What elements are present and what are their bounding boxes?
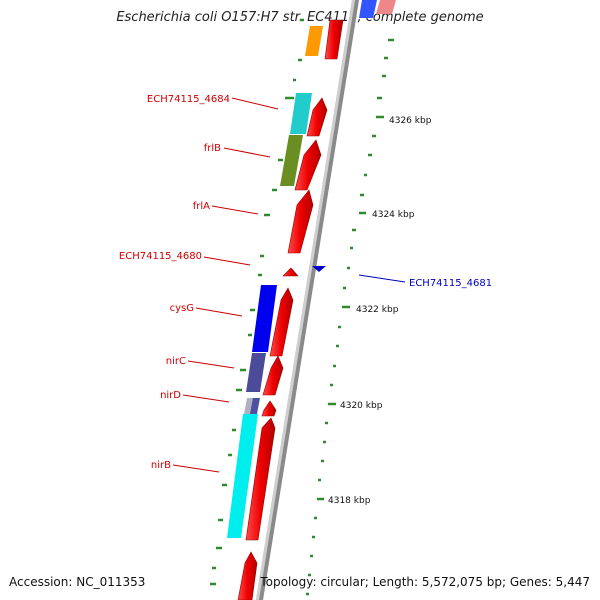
label-connector-blue [358, 274, 406, 283]
cds-arrow-cysG[interactable] [269, 287, 294, 357]
cds-arrow-top[interactable] [324, 19, 344, 60]
cds-arrow-4680[interactable] [282, 267, 299, 277]
cds-arrow-4684[interactable] [306, 97, 328, 137]
cds-arrow-bottom[interactable] [237, 551, 258, 600]
scale-label-4318: 4318 kbp [328, 496, 371, 506]
gene-label-frlA[interactable]: frlA [193, 201, 210, 212]
gene-label-ECH74115_4680[interactable]: ECH74115_4680 [119, 251, 202, 262]
cds-top-blue[interactable] [359, 0, 377, 18]
cog-block-cyan-4684[interactable] [290, 93, 312, 134]
scale-label-4326: 4326 kbp [389, 116, 432, 126]
gene-label-cysG[interactable]: cysG [170, 303, 194, 314]
scale-label-4322: 4322 kbp [356, 305, 399, 315]
cog-block-purple-nirD[interactable] [250, 398, 260, 414]
cds-top-pink[interactable] [376, 0, 396, 14]
scale-label-4324: 4324 kbp [372, 210, 415, 220]
backbone-highlight [256, 0, 355, 600]
cds-arrow-frlA[interactable] [287, 189, 314, 254]
gene-label-ECH74115_4681[interactable]: ECH74115_4681 [409, 278, 492, 289]
gc-track-inner [210, 18, 304, 586]
label-connectors-red [172, 97, 279, 473]
scale-label-4320: 4320 kbp [340, 401, 383, 411]
gene-label-frlB[interactable]: frlB [204, 143, 221, 154]
gene-label-nirC[interactable]: nirC [166, 356, 186, 367]
cog-block-slate-nirC[interactable] [246, 353, 266, 392]
gene-label-ECH74115_4684[interactable]: ECH74115_4684 [147, 94, 230, 105]
cds-arrows [237, 19, 344, 600]
cds-arrow-frlB[interactable] [294, 139, 322, 191]
gene-label-nirB[interactable]: nirB [151, 460, 171, 471]
accession-text: Accession: NC_011353 [9, 575, 146, 589]
cds-arrow-nirD[interactable] [261, 400, 277, 417]
gc-track-outer [306, 38, 394, 596]
cog-block-blue-cysG[interactable] [252, 285, 277, 352]
cog-block-cyan-nirB[interactable] [227, 414, 258, 538]
cog-block-orange[interactable] [305, 26, 323, 56]
genome-summary-text: Topology: circular; Length: 5,572,075 bp… [260, 575, 590, 589]
cds-arrow-4681[interactable] [312, 266, 326, 272]
gene-label-nirD[interactable]: nirD [160, 390, 181, 401]
cds-arrow-nirB[interactable] [245, 417, 276, 541]
cog-block-olive-frlB[interactable] [280, 135, 303, 186]
cds-arrow-nirC[interactable] [262, 355, 284, 396]
